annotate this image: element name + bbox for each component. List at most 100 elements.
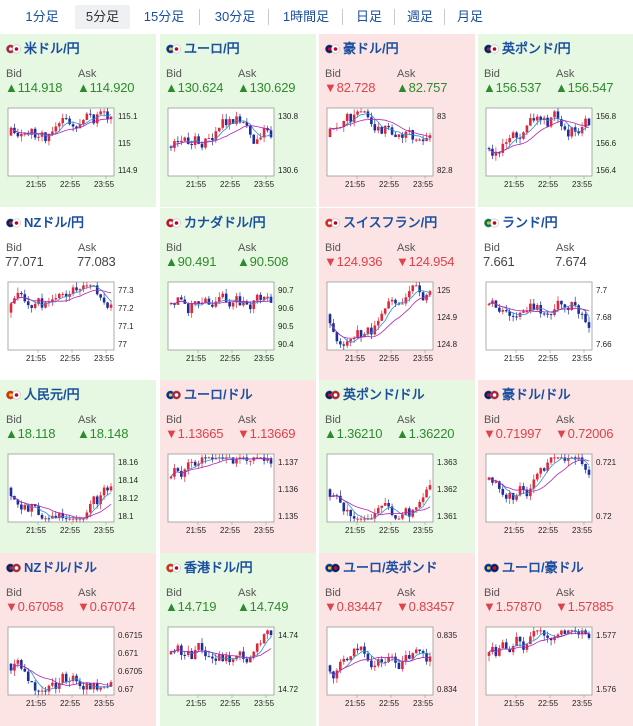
y-tick-label: 1.576 — [596, 685, 617, 694]
currency-pair-link[interactable]: ユーロ/ドル — [166, 385, 253, 405]
candle-body — [370, 327, 373, 335]
x-tick-label: 21:55 — [26, 180, 47, 189]
candle-body — [78, 124, 82, 129]
candle-body — [75, 287, 78, 291]
tab-5min[interactable]: 5分足 — [75, 5, 130, 29]
candlestick-chart[interactable]: 125 124.9 124.8 21:55 22:55 23:55 — [322, 278, 469, 368]
candle-body — [57, 123, 61, 127]
candle-body — [553, 457, 556, 459]
tab-1hour[interactable]: 1時間足 — [282, 9, 330, 24]
x-tick-label: 23:55 — [254, 180, 275, 189]
candle-body — [511, 492, 515, 500]
candlestick-chart[interactable]: 77.3 77.2 77.1 77 21:55 22:55 23:55 — [3, 278, 150, 368]
candle-body — [387, 503, 390, 507]
candlestick-chart[interactable]: 83 82.8 21:55 22:55 23:55 — [322, 104, 469, 194]
candlestick-chart[interactable]: 1.137 1.136 1.135 21:55 22:55 23:55 — [163, 450, 310, 540]
candle-body — [180, 140, 183, 143]
currency-pair-link[interactable]: ユーロ/円 — [166, 39, 240, 59]
candle-body — [394, 299, 397, 304]
bid-value: ▲114.918 — [5, 80, 63, 95]
currency-pair-link[interactable]: 英ポンド/円 — [484, 39, 571, 59]
y-tick-label: 0.6705 — [118, 667, 143, 676]
tab-30min[interactable]: 30分足 — [214, 9, 256, 24]
candle-body — [54, 515, 58, 519]
tab-1min[interactable]: 1分足 — [25, 9, 59, 24]
bid-label: Bid — [484, 414, 500, 426]
currency-pair-link[interactable]: 英ポンド/ドル — [325, 385, 425, 405]
candlestick-chart[interactable]: 1.577 1.576 21:55 22:55 23:55 — [481, 623, 628, 713]
candlestick-chart[interactable]: 1.363 1.362 1.361 21:55 22:55 23:55 — [322, 450, 469, 540]
currency-pair-link[interactable]: カナダドル/円 — [166, 213, 266, 233]
y-tick-label: 130.8 — [278, 112, 299, 121]
x-tick-label: 21:55 — [504, 526, 525, 535]
tab-monthly[interactable]: 月足 — [456, 9, 483, 24]
ask-label: Ask — [397, 242, 416, 254]
candle-body — [197, 136, 200, 144]
ask-value: ▼0.67074 — [77, 599, 136, 614]
candlestick-chart[interactable]: 18.16 18.14 18.12 18.1 21:55 22:55 23:55 — [3, 450, 150, 540]
candle-body — [20, 134, 23, 137]
candle-body — [183, 469, 187, 477]
candlestick-chart[interactable]: 0.721 0.72 21:55 22:55 23:55 — [481, 450, 628, 540]
candlestick-chart[interactable]: 0.6715 0.671 0.6705 0.67 21:55 22:55 23:55 — [3, 623, 150, 713]
currency-pair-link[interactable]: スイスフラン/円 — [325, 213, 437, 233]
candle-body — [577, 305, 580, 314]
chart-plot-area — [326, 453, 434, 523]
ask-label: Ask — [556, 242, 575, 254]
candle-body — [401, 514, 404, 519]
currency-pair-link[interactable]: 人民元/円 — [6, 385, 80, 405]
candlestick-chart[interactable]: 156.8 156.6 156.4 21:55 22:55 23:55 — [481, 104, 628, 194]
candlestick-chart[interactable]: 90.7 90.6 90.5 90.4 21:55 22:55 23:55 — [163, 278, 310, 368]
candle-body — [563, 126, 567, 130]
currency-pair-link[interactable]: 豪ドル/ドル — [484, 385, 571, 405]
y-tick-label: 0.834 — [437, 685, 458, 694]
candlestick-chart[interactable]: 7.7 7.68 7.66 21:55 22:55 23:55 — [481, 278, 628, 368]
candle-body — [380, 126, 384, 134]
candle-body — [342, 658, 346, 662]
candle-body — [349, 656, 352, 661]
ask-value: ▲130.629 — [237, 80, 296, 95]
candlestick-chart[interactable]: 0.835 0.834 21:55 22:55 23:55 — [322, 623, 469, 713]
candle-body — [532, 479, 536, 489]
ch-jp-flag-icon — [325, 214, 340, 228]
tab-daily[interactable]: 日足 — [355, 9, 382, 24]
currency-pair-link[interactable]: 豪ドル/円 — [325, 39, 399, 59]
x-tick-label: 23:55 — [572, 699, 593, 708]
candle-body — [249, 460, 252, 462]
candlestick-chart[interactable]: 115.1 115 114.9 21:55 22:55 23:55 — [3, 104, 150, 194]
candle-body — [328, 128, 332, 138]
currency-pair-link[interactable]: ランド/円 — [484, 213, 558, 233]
currency-card: 人民元/円 Bid Ask ▲18.118 ▲18.148 18.16 18.14… — [0, 380, 156, 553]
candle-body — [61, 293, 65, 295]
candle-body — [404, 655, 408, 662]
candle-body — [380, 313, 384, 321]
candle-body — [376, 659, 380, 666]
ask-label: Ask — [238, 414, 257, 426]
y-tick-label: 124.9 — [437, 313, 458, 322]
bid-value: ▼1.57870 — [483, 599, 542, 614]
currency-pair-link[interactable]: 米ドル/円 — [6, 39, 80, 59]
candlestick-chart[interactable]: 130.8 130.6 21:55 22:55 23:55 — [163, 104, 310, 194]
candle-body — [525, 489, 529, 497]
currency-card: スイスフラン/円 Bid Ask ▼124.936 ▼124.954 125 12… — [319, 208, 475, 381]
candle-body — [553, 637, 556, 641]
candlestick-chart[interactable]: 14.74 14.72 21:55 22:55 23:55 — [163, 623, 310, 713]
currency-card: ユーロ/豪ドル Bid Ask ▼1.57870 ▼1.57885 1.577 1… — [478, 553, 633, 726]
tab-15min[interactable]: 15分足 — [143, 9, 185, 24]
candle-body — [82, 518, 85, 520]
currency-pair-link[interactable]: NZドル/ドル — [6, 558, 97, 578]
currency-pair-link[interactable]: ユーロ/英ポンド — [325, 558, 438, 578]
candle-body — [269, 296, 273, 303]
currency-pair-link[interactable]: 香港ドル/円 — [166, 558, 253, 578]
candle-body — [44, 690, 47, 692]
currency-pair-link[interactable]: NZドル/円 — [6, 213, 84, 233]
candle-body — [255, 294, 259, 301]
candle-body — [44, 302, 47, 308]
candle-body — [207, 457, 211, 459]
candle-body — [54, 126, 58, 132]
tab-weekly[interactable]: 週足 — [406, 9, 433, 24]
candle-body — [57, 513, 61, 519]
currency-pair-link[interactable]: ユーロ/豪ドル — [484, 558, 584, 578]
candle-body — [71, 518, 75, 520]
candle-body — [95, 683, 99, 690]
